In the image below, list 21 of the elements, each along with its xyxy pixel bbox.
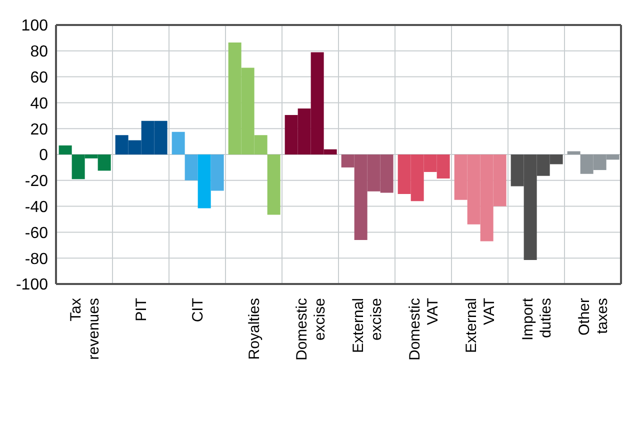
- y-tick-label: -60: [24, 224, 48, 242]
- y-tick-label: 0: [39, 147, 48, 164]
- bar: [198, 154, 211, 208]
- y-tick-label: 100: [21, 18, 48, 35]
- x-tick-label: PIT: [132, 298, 150, 322]
- y-tick-label: 60: [30, 69, 48, 86]
- x-tick-label: Domestic VAT: [406, 298, 442, 361]
- y-tick-label: 20: [30, 121, 48, 138]
- y-tick-label: -100: [16, 276, 48, 294]
- x-tick-label: Domestic excise: [293, 298, 328, 361]
- y-tick-label: 80: [30, 44, 48, 61]
- y-tick-label: -20: [24, 173, 48, 190]
- y-tick-label: 40: [30, 95, 48, 112]
- y-tick-label: -80: [24, 250, 48, 268]
- x-tick-label: Tax revenues: [67, 298, 102, 360]
- x-tick-label: CIT: [189, 298, 206, 322]
- x-tick-label: Import duties: [519, 297, 554, 341]
- x-tick-label: External VAT: [462, 298, 498, 354]
- x-tick-label: Royalties: [246, 298, 263, 360]
- x-tick-label: Other taxes: [576, 298, 611, 336]
- y-tick-label: -40: [24, 198, 48, 216]
